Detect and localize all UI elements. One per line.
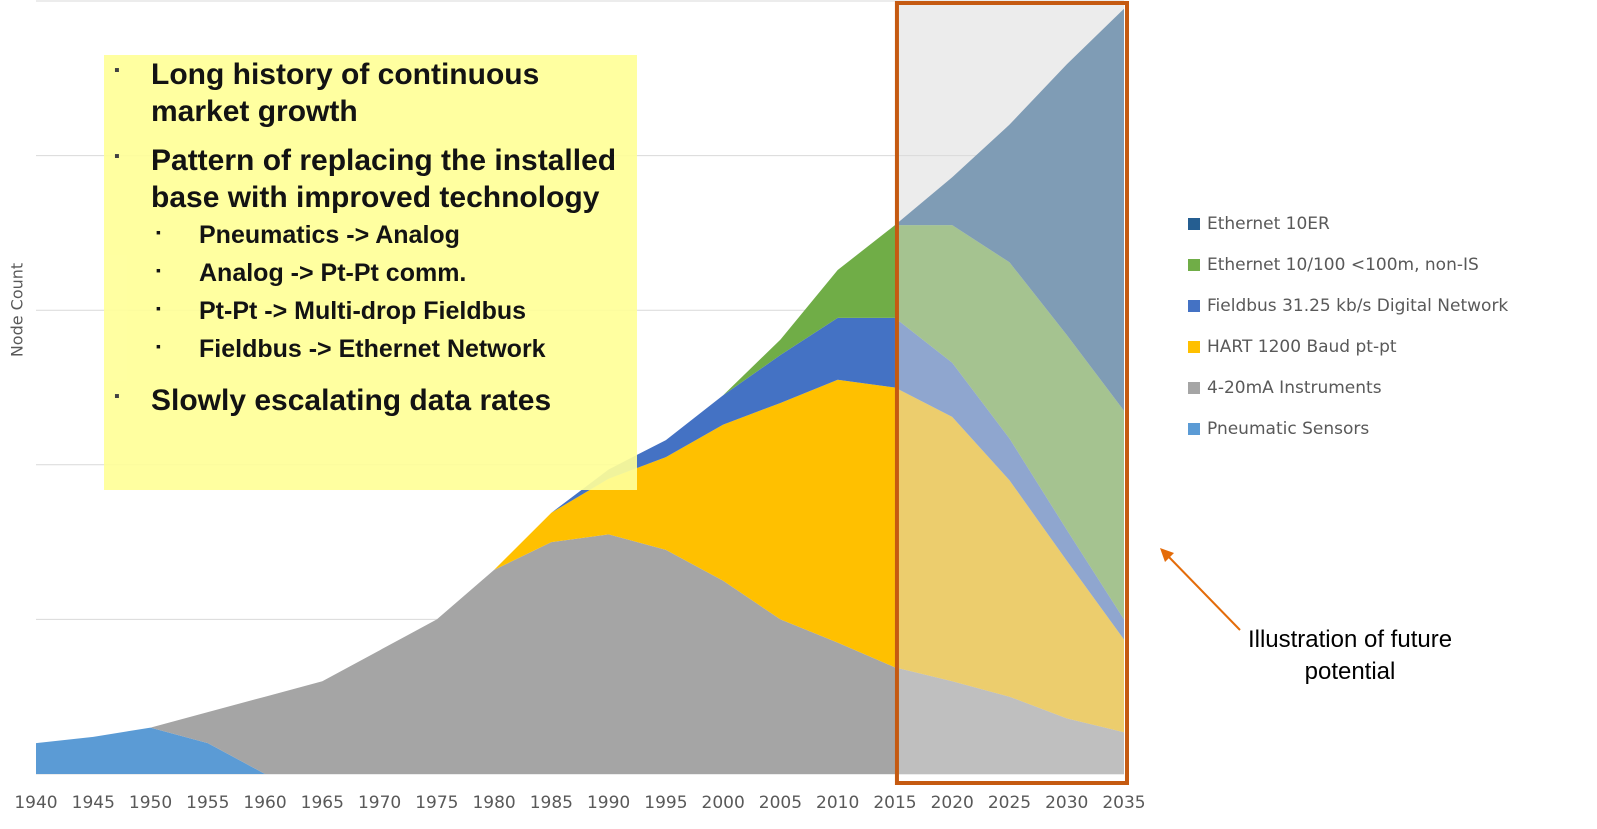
sub-bullet: Pt-Pt -> Multi-drop Fieldbus [156, 289, 627, 330]
legend-label: Ethernet 10/100 <100m, non-IS [1207, 255, 1479, 275]
legend-label: 4-20mA Instruments [1207, 378, 1382, 398]
x-tick-label: 1950 [129, 793, 172, 813]
annotation: Illustration of future potential [1247, 626, 1453, 685]
x-tick-label: 1995 [644, 793, 687, 813]
x-tick-label: 2035 [1102, 793, 1145, 813]
x-tick-label: 1955 [186, 793, 229, 813]
legend-swatch [1188, 300, 1200, 312]
area [36, 379, 1124, 744]
x-tick-label: 2025 [988, 793, 1031, 813]
legend-swatch [1188, 341, 1200, 353]
sub-bullet: Analog -> Pt-Pt comm. [156, 251, 627, 292]
legend-swatch [1188, 382, 1200, 394]
x-tick-label: 1945 [72, 793, 115, 813]
x-tick-label: 1970 [358, 793, 401, 813]
area [36, 727, 1124, 774]
legend-label: Ethernet 10ER [1207, 214, 1330, 234]
x-tick-label: 2010 [816, 793, 859, 813]
x-tick-label: 1940 [14, 793, 57, 813]
x-tick-label: 1975 [415, 793, 458, 813]
x-tick-label: 2015 [873, 793, 916, 813]
arrow-shaft [1165, 553, 1241, 631]
legend-swatch [1188, 423, 1200, 435]
sub-bullet: Pneumatics -> Analog [156, 213, 627, 254]
legend-label: Fieldbus 31.25 kb/s Digital Network [1207, 296, 1508, 316]
future-box [894, 1, 1130, 785]
x-tick-label: 2030 [1045, 793, 1088, 813]
bullet-box: Long history of continuous market growth… [104, 52, 637, 490]
x-tick-label: 1980 [472, 793, 515, 813]
y-axis-label: Node Count [8, 263, 27, 357]
area [36, 534, 1124, 774]
legend-label: Pneumatic Sensors [1207, 419, 1369, 439]
x-tick-label: 1990 [587, 793, 630, 813]
arrow-head [1160, 548, 1174, 562]
x-tick-label: 1960 [243, 793, 286, 813]
x-tick-label: 1985 [530, 793, 573, 813]
legend-label: HART 1200 Baud pt-pt [1207, 337, 1397, 357]
sub-bullet: Fieldbus -> Ethernet Network [156, 327, 627, 368]
future-overlay [894, 3, 1124, 774]
x-tick-label: 2005 [759, 793, 802, 813]
bullet: Slowly escalating data rates [114, 378, 627, 419]
bullet: Long history of continuous market growth [114, 52, 627, 130]
x-tick-label: 2020 [931, 793, 974, 813]
x-tick-label: 1965 [301, 793, 344, 813]
legend-swatch [1188, 259, 1200, 271]
x-tick-label: 2000 [702, 793, 745, 813]
legend-swatch [1188, 218, 1200, 230]
bullet: Pattern of replacing the installed base … [114, 138, 627, 216]
